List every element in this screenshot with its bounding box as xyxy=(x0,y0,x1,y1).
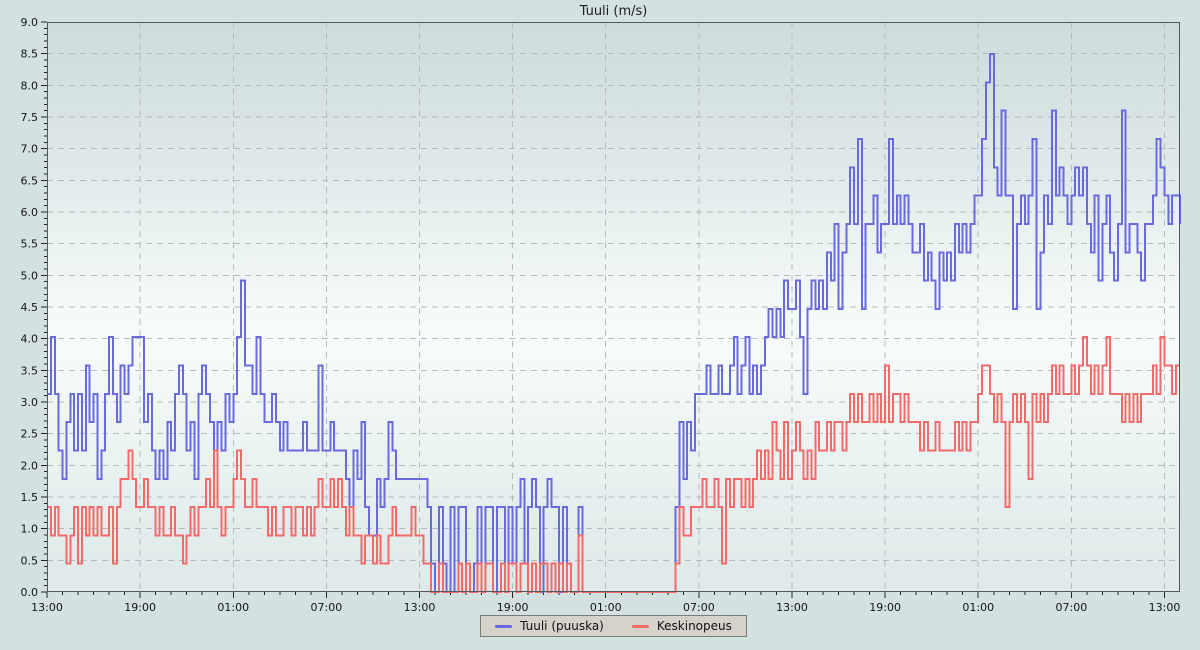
x-axis-tick-label: 19:00 xyxy=(124,601,156,614)
x-axis-tick-label: 19:00 xyxy=(497,601,529,614)
legend: Tuuli (puuska) Keskinopeus xyxy=(480,615,747,637)
y-axis-tick-label: 1.0 xyxy=(21,523,39,536)
gust-line-swatch-icon xyxy=(495,624,513,628)
avg-line-swatch-icon xyxy=(631,624,649,628)
x-axis-tick-label: 01:00 xyxy=(962,601,994,614)
y-axis-tick-label: 2.0 xyxy=(21,459,39,472)
y-axis-tick-label: 0.5 xyxy=(21,554,39,567)
y-axis-tick-label: 7.0 xyxy=(21,143,39,156)
legend-label-avg: Keskinopeus xyxy=(656,619,732,633)
plot-border xyxy=(46,21,1181,593)
x-axis-tick-label: 07:00 xyxy=(311,601,343,614)
legend-item-avg[interactable]: Keskinopeus xyxy=(631,619,732,633)
y-axis-tick-label: 5.0 xyxy=(21,269,39,282)
x-axis-tick-label: 13:00 xyxy=(31,601,63,614)
y-axis-tick-label: 9.0 xyxy=(21,16,39,29)
y-axis-tick-label: 2.5 xyxy=(21,428,39,441)
x-axis-tick-label: 19:00 xyxy=(869,601,901,614)
gust-line xyxy=(47,53,1181,593)
y-axis-tick-label: 4.5 xyxy=(21,301,39,314)
legend-label-gust: Tuuli (puuska) xyxy=(520,619,604,633)
x-axis-tick-label: 13:00 xyxy=(1149,601,1181,614)
y-axis-tick-label: 8.0 xyxy=(21,79,39,92)
x-axis-tick-label: 01:00 xyxy=(217,601,249,614)
x-axis-tick-label: 13:00 xyxy=(404,601,436,614)
legend-wrap: Tuuli (puuska) Keskinopeus xyxy=(47,615,1180,637)
y-axis-tick-label: 3.0 xyxy=(21,396,39,409)
y-axis-tick-label: 8.5 xyxy=(21,48,39,61)
x-axis-tick-label: 13:00 xyxy=(776,601,808,614)
y-axis-tick-label: 5.5 xyxy=(21,238,39,251)
x-axis-tick-label: 07:00 xyxy=(683,601,715,614)
y-axis-tick-label: 1.5 xyxy=(21,491,39,504)
legend-item-gust[interactable]: Tuuli (puuska) xyxy=(495,619,604,633)
y-axis-tick-label: 3.5 xyxy=(21,364,39,377)
y-axis-tick-label: 0.0 xyxy=(21,586,39,599)
x-axis-tick-label: 07:00 xyxy=(1056,601,1088,614)
y-axis-tick-label: 6.0 xyxy=(21,206,39,219)
y-axis-tick-label: 4.0 xyxy=(21,333,39,346)
avg-line xyxy=(47,336,1180,593)
chart-title: Tuuli (m/s) xyxy=(579,4,648,19)
y-axis-tick-label: 7.5 xyxy=(21,111,39,124)
y-axis-tick-label: 6.5 xyxy=(21,174,39,187)
x-axis-tick-label: 01:00 xyxy=(590,601,622,614)
